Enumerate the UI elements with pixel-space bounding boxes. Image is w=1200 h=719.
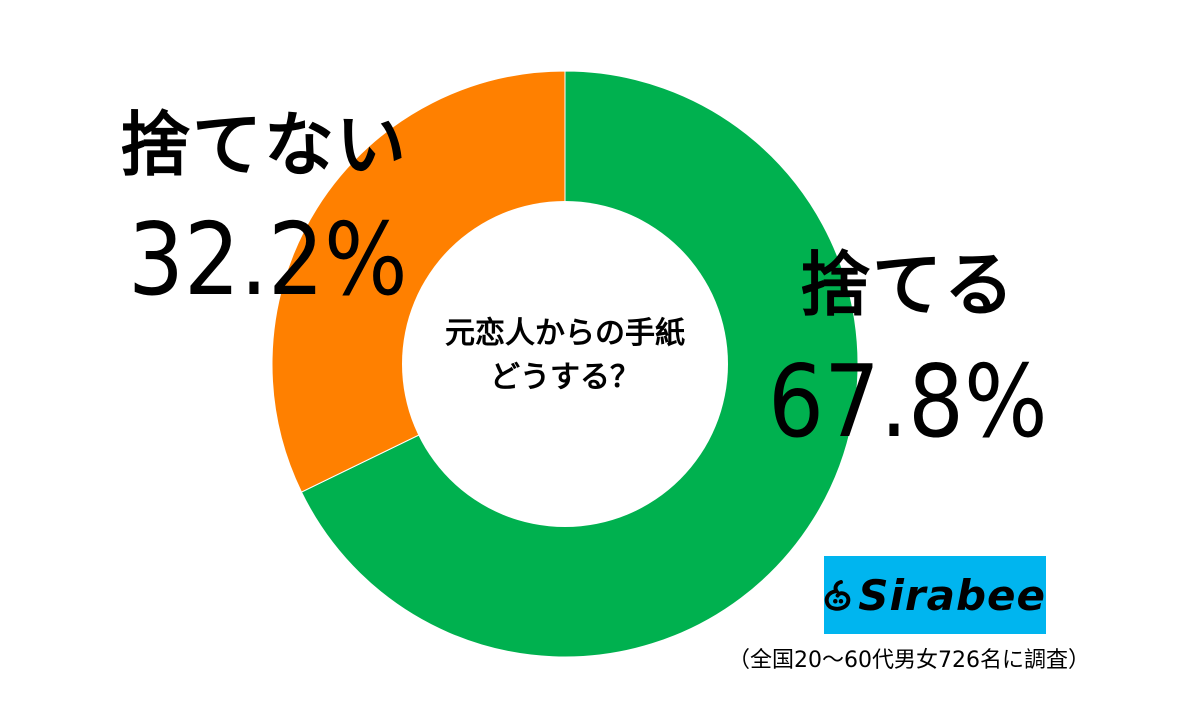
sirabee-logo-text: Sirabee (858, 570, 1046, 620)
chart-title: 元恋人からの手紙 どうする？ (400, 312, 730, 400)
slice-value-discard: 67.8% (768, 343, 1048, 460)
slice-label-discard-not: 捨てない (120, 104, 408, 186)
slice-value-discard-not: 32.2% (128, 201, 408, 318)
survey-footnote: （全国20～60代男女726名に調査） (728, 648, 1090, 673)
sirabee-logo-icon (824, 580, 851, 611)
chart-title-line-1: 元恋人からの手紙 (445, 316, 685, 351)
sirabee-logo: Sirabee (824, 556, 1046, 634)
slice-label-discard: 捨てる (800, 244, 1016, 326)
donut-hole (402, 201, 728, 527)
chart-title-line-2: どうする？ (490, 360, 640, 395)
